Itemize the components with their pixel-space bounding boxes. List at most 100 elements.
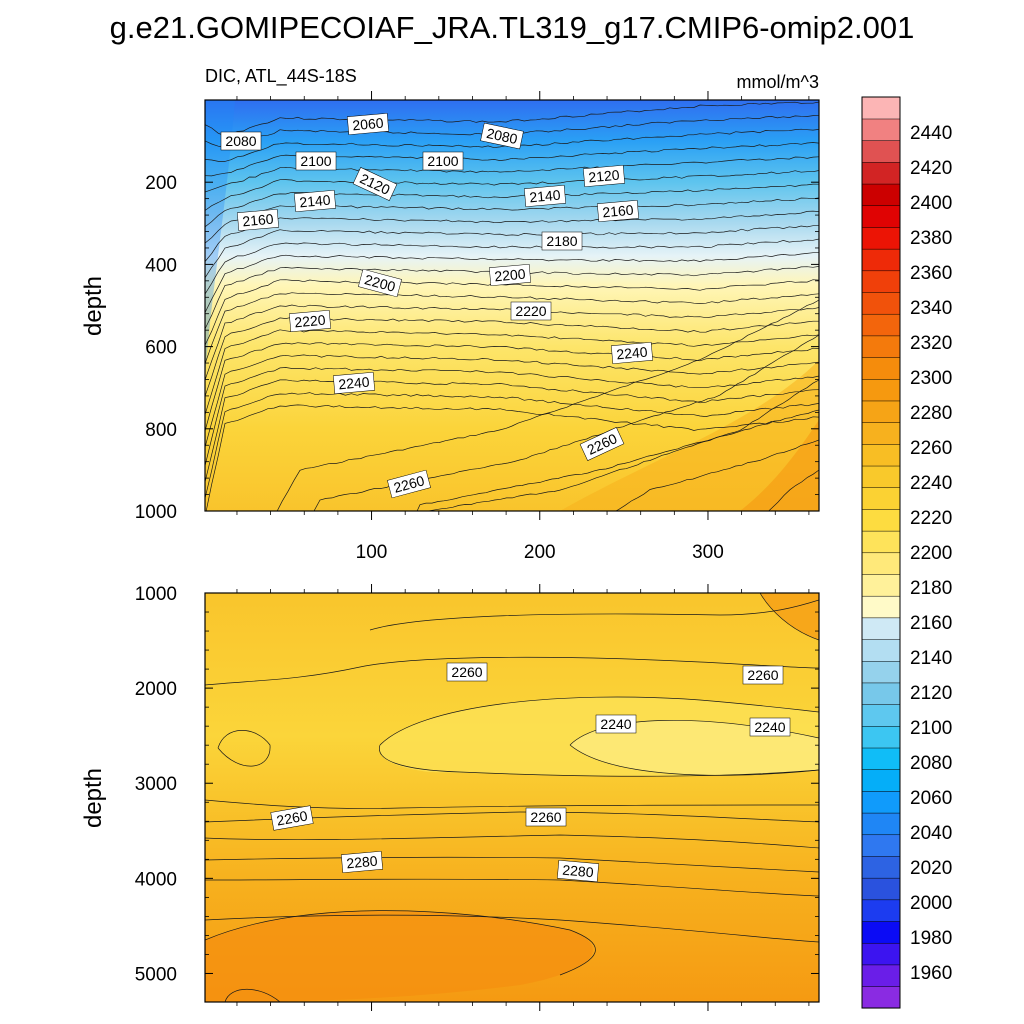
colorbar-label: 2320 [910, 333, 952, 354]
colorbar-swatch [861, 161, 901, 185]
contour-label-text: 2080 [485, 125, 519, 147]
colorbar-swatch [861, 422, 901, 445]
contour-label-text: 2080 [225, 133, 256, 149]
colorbar-swatch [861, 378, 901, 402]
contour-line [205, 170, 819, 211]
lower-bottom-orange [205, 910, 593, 1002]
upper-left-edge-region [205, 100, 235, 380]
contour-label: 2100 [295, 151, 337, 171]
contour-label-text: 2060 [352, 115, 385, 134]
contour-label: 2200 [358, 268, 402, 298]
contour-line [205, 392, 819, 499]
y-tick-label: 400 [145, 255, 177, 276]
lower-axis-ticks: 1000 2000 3000 4000 5000 [135, 584, 819, 1011]
contour-line [217, 730, 271, 767]
x-tick-label: 300 [692, 542, 724, 563]
y-tick-label: 4000 [135, 869, 177, 890]
contour-label-text: 2220 [294, 312, 327, 331]
colorbar-label: 1980 [910, 928, 952, 949]
colorbar-label: 2400 [910, 193, 952, 214]
colorbar-label: 2100 [910, 718, 952, 739]
colorbar-swatch [861, 920, 901, 944]
colorbar-label: 2180 [910, 578, 952, 599]
colorbar-swatch [861, 812, 901, 836]
contour-line [369, 599, 819, 631]
colorbar-label: 1960 [910, 963, 952, 984]
contour-line [313, 334, 819, 511]
colorbar-label: 2200 [910, 543, 952, 564]
colorbar-label: 2360 [910, 263, 952, 284]
contour-label: 2260 [446, 662, 488, 682]
lower-ylabel: depth [80, 768, 107, 828]
contour-label: 2200 [489, 264, 531, 286]
contour-label: 2080 [480, 122, 524, 150]
contour-line [205, 101, 819, 137]
chart-subtitle-left: DIC, ATL_44S-18S [205, 66, 357, 87]
colorbar-swatch [861, 465, 901, 488]
contour-line [205, 910, 596, 976]
colorbar-label: 2060 [910, 788, 952, 809]
contour-label: 2160 [597, 200, 639, 222]
colorbar-swatch [861, 855, 901, 879]
contour-line [205, 342, 819, 432]
contour-label-text: 2260 [392, 472, 426, 496]
contour-label: 2240 [611, 342, 653, 364]
colorbar-swatch [861, 899, 901, 922]
upper-panel-frame [204, 99, 820, 512]
colorbar-label: 2080 [910, 753, 952, 774]
contour-label-text: 2240 [616, 344, 649, 363]
contour-label: 2180 [541, 231, 583, 251]
colorbar-label: 2300 [910, 368, 952, 389]
contour-label: 2260 [387, 469, 431, 499]
contour-label-text: 2260 [275, 807, 309, 828]
colorbar-swatch [861, 205, 901, 228]
contour-line [768, 469, 819, 511]
colorbar-swatch [861, 248, 901, 272]
contour-label-text: 2100 [300, 153, 331, 169]
contour-line [205, 224, 819, 278]
colorbar-swatch [861, 573, 901, 597]
lower-contour-labels: 2260 2260 2240 2240 2260 2260 2280 2280 [270, 662, 791, 882]
x-tick-label: 100 [356, 542, 388, 563]
contour-label: 2060 [347, 113, 389, 135]
contour-label-text: 2280 [562, 862, 595, 881]
contour-label-text: 2260 [530, 809, 561, 825]
contour-label: 2220 [510, 301, 552, 321]
colorbar-swatch [861, 335, 901, 358]
chart-title: g.e21.GOMIPECOIAF_JRA.TL319_g17.CMIP6-om… [110, 10, 915, 45]
x-tick-label: 200 [524, 542, 556, 563]
colorbar-label: 2420 [910, 158, 952, 179]
y-tick-label: 2000 [135, 679, 177, 700]
contour-line [205, 834, 819, 849]
contour-line [205, 367, 819, 466]
upper-warmest-region [740, 420, 819, 511]
contour-line [276, 299, 819, 511]
colorbar-swatch [861, 595, 901, 619]
colorbar-label: 2140 [910, 648, 952, 669]
colorbar-swatch [861, 487, 901, 510]
upper-contour-lines [205, 101, 819, 511]
contour-line [205, 354, 819, 448]
contour-line [615, 439, 819, 511]
upper-panel: 200 400 600 800 1000 100 200 300 2060 2080 2080 21… [80, 91, 820, 563]
contour-label-text: 2220 [515, 303, 546, 319]
colorbar-label: 2340 [910, 298, 952, 319]
contour-line [224, 989, 281, 1002]
colorbar-label: 2040 [910, 823, 952, 844]
colorbar-label: 2380 [910, 228, 952, 249]
colorbar-label: 2240 [910, 473, 952, 494]
colorbar-swatch [861, 226, 901, 250]
contour-label: 2220 [289, 310, 331, 332]
contour-label-text: 2200 [363, 271, 397, 295]
colorbar-swatch [861, 942, 901, 966]
colorbar-swatch [861, 357, 901, 380]
contour-line [205, 878, 819, 897]
colorbar-label: 2280 [910, 403, 952, 424]
contour-line [205, 238, 819, 295]
upper-ylabel: depth [80, 276, 107, 336]
colorbar-swatch [861, 183, 901, 207]
contour-line [416, 409, 819, 511]
contour-label-text: 2140 [529, 187, 562, 206]
colorbar-swatch [861, 834, 901, 857]
